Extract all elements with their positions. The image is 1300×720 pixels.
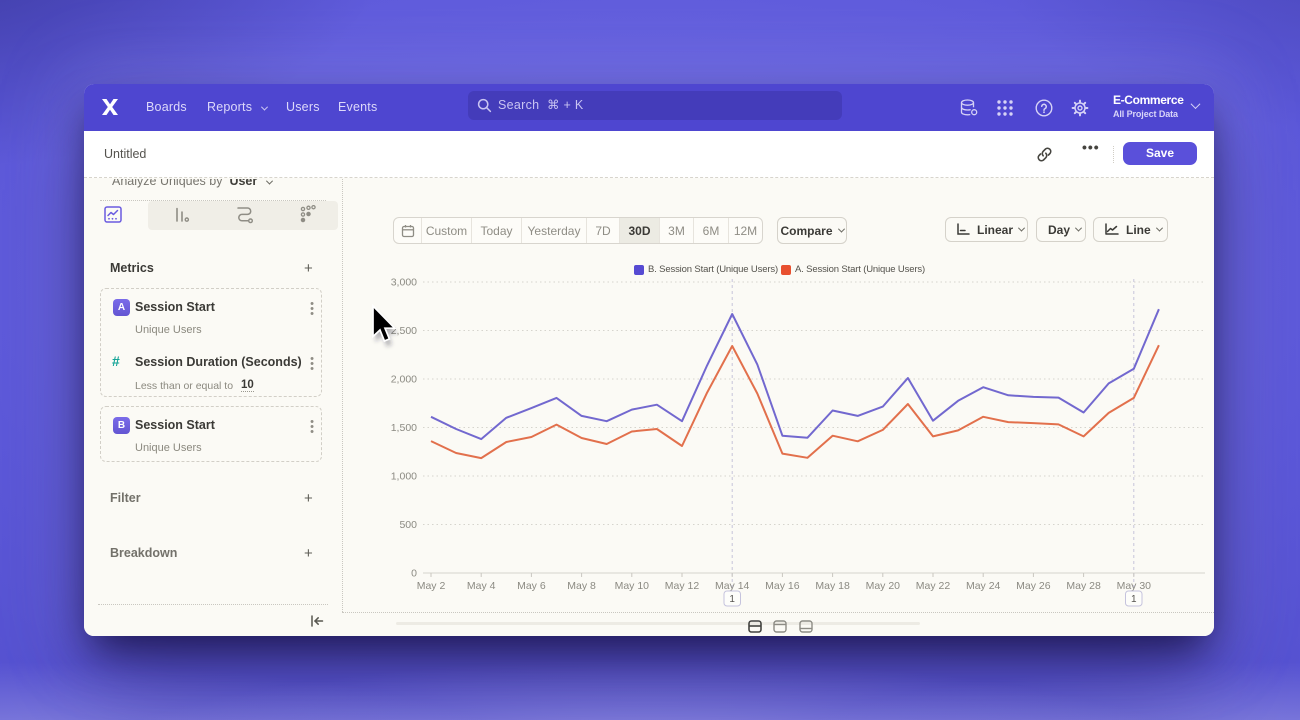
svg-text:May 20: May 20 [866,580,901,592]
svg-text:1,000: 1,000 [391,471,417,483]
svg-text:May 22: May 22 [916,580,951,592]
svg-text:May 14: May 14 [715,580,750,592]
svg-text:May 24: May 24 [966,580,1001,592]
svg-text:May 18: May 18 [815,580,850,592]
svg-text:May 30: May 30 [1117,580,1152,592]
svg-text:May 8: May 8 [567,580,596,592]
svg-text:May 16: May 16 [765,580,800,592]
svg-text:May 10: May 10 [615,580,650,592]
svg-text:May 2: May 2 [417,580,446,592]
svg-text:May 28: May 28 [1066,580,1101,592]
svg-text:1: 1 [1131,594,1137,605]
svg-text:1: 1 [729,594,735,605]
svg-text:3,000: 3,000 [391,277,417,289]
svg-text:May 12: May 12 [665,580,700,592]
svg-text:May 26: May 26 [1016,580,1051,592]
svg-text:0: 0 [411,568,417,580]
svg-text:2,500: 2,500 [391,325,417,337]
svg-text:2,000: 2,000 [391,374,417,386]
svg-text:500: 500 [399,519,417,531]
svg-text:1,500: 1,500 [391,422,417,434]
svg-text:May 4: May 4 [467,580,496,592]
svg-text:May 6: May 6 [517,580,546,592]
